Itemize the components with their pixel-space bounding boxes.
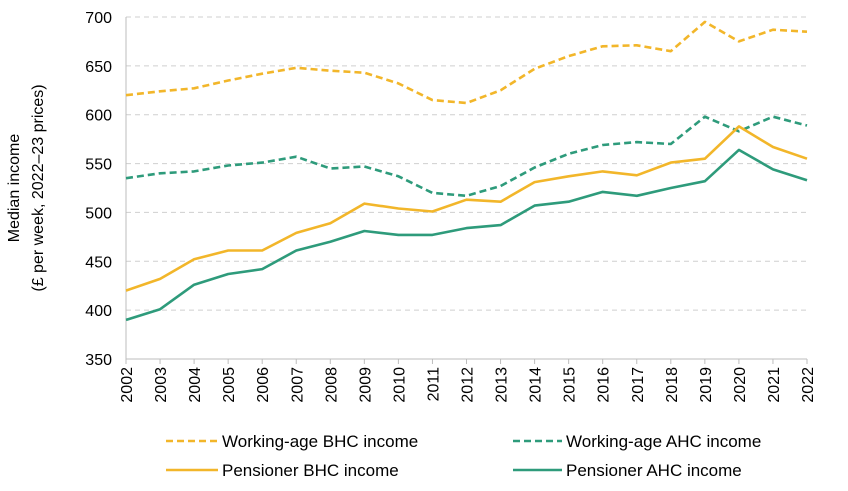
legend-item: Working-age BHC income [166,432,418,451]
x-tick-label: 2016 [596,367,613,403]
series-line-working-age-ahc-income [125,115,808,198]
legend-item: Working-age AHC income [513,432,761,451]
x-tick-label: 2007 [289,367,306,403]
x-tick-label: 2013 [494,367,511,403]
x-tick-label: 2015 [562,367,579,403]
x-tick-label: 2020 [732,367,749,403]
x-axis-tick-labels: 2002 2003 2004 2005 2006 2007 2008 2009 2010 2011… [119,367,817,403]
x-tick-label: 2021 [766,367,783,403]
y-axis-title-line: Median income [6,134,23,243]
x-tick-label: 2019 [698,367,715,403]
y-tick-label: 700 [85,10,112,27]
y-tick-label: 600 [85,108,112,125]
x-tick-label: 2008 [323,367,340,403]
x-tick-label: 2017 [630,367,647,403]
legend-label: Pensioner AHC income [566,461,742,480]
series-line-pensioner-bhc-income [125,125,808,292]
x-tick-label: 2011 [425,367,442,402]
y-axis-tick-labels: 350 400 450 500 550 600 650 700 [85,10,112,369]
y-tick-label: 450 [85,254,112,271]
legend-label: Pensioner BHC income [222,461,399,480]
x-tick-label: 2002 [119,367,136,403]
x-tick-label: 2022 [800,367,817,403]
x-tick-label: 2005 [221,367,238,403]
series-line-working-age-bhc-income [125,20,808,105]
legend-label: Working-age AHC income [566,432,761,451]
y-tick-label: 500 [85,205,112,222]
gridlines [126,16,807,311]
x-tick-label: 2012 [460,367,477,403]
y-tick-label: 650 [85,59,112,76]
y-axis-title-line: (£ per week, 2022–23 prices) [30,84,47,291]
x-tick-label: 2014 [528,367,545,403]
x-tick-label: 2009 [357,367,374,403]
legend-label: Working-age BHC income [222,432,418,451]
x-tick-label: 2006 [255,367,272,403]
series-lines [125,20,808,322]
legend-item: Pensioner BHC income [166,461,399,480]
y-axis-title: Median income (£ per week, 2022–23 prices… [6,84,47,291]
y-tick-label: 550 [85,157,112,174]
x-tick-label: 2004 [187,367,204,403]
legend-item: Pensioner AHC income [513,461,742,480]
axes [125,17,808,364]
series-line-pensioner-ahc-income [125,148,808,322]
x-tick-label: 2010 [391,367,408,403]
legend: Working-age BHC income Working-age AHC in… [166,432,761,480]
x-tick-label: 2003 [153,367,170,403]
y-tick-label: 350 [85,352,112,369]
x-tick-label: 2018 [664,367,681,403]
y-tick-label: 400 [85,303,112,320]
